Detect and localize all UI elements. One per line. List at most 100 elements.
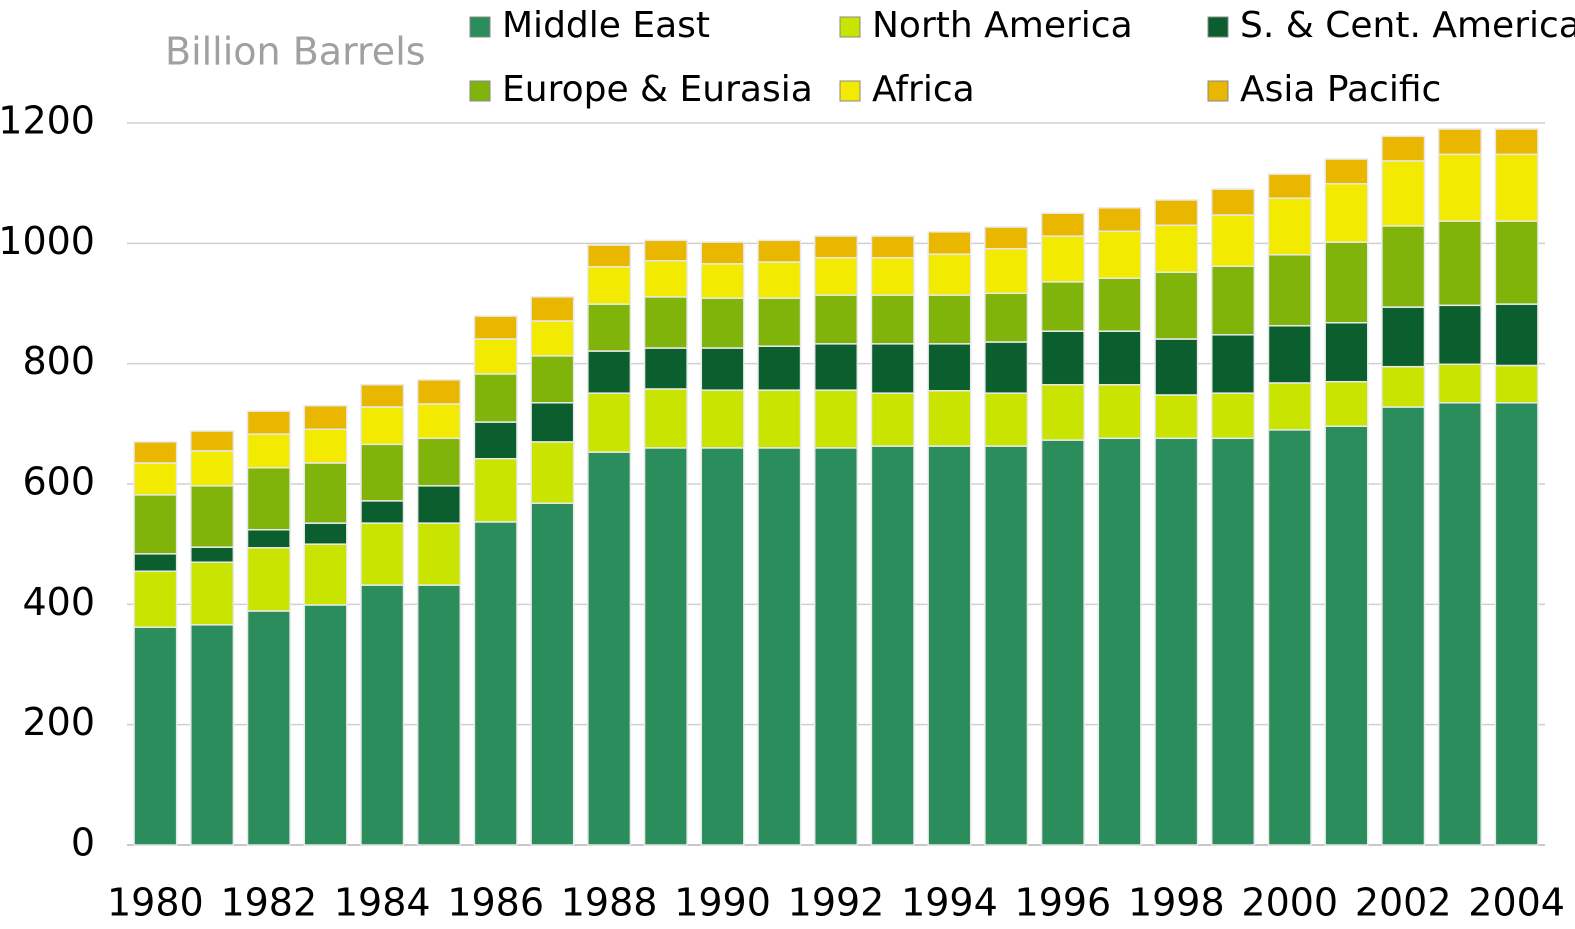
bar-segment [246,467,291,531]
bar-segment [1211,188,1256,216]
bar-segment [1494,128,1539,156]
bar-segment [1040,330,1085,386]
bar-segment [587,266,632,305]
bar-segment [133,462,178,496]
bar-segment [984,247,1029,295]
bar-segment [813,343,859,391]
bar-segment [1097,330,1142,386]
bar-segment [927,294,972,345]
bar-segment [530,502,575,846]
bar-segment [1494,220,1539,305]
bar-segment [1324,241,1369,324]
legend-swatch [469,16,491,38]
bar-segment [700,447,745,846]
bar-segment [870,294,915,345]
bar-segment [246,433,291,469]
bar-segment [1324,380,1369,427]
bar-segment [813,235,859,259]
bar-segment [416,379,461,405]
bar-segment [1211,265,1256,336]
bar-segment [530,296,575,322]
x-tick-label: 1984 [334,881,431,925]
bar-segment [360,522,405,586]
bar-segment [303,522,348,545]
x-tick-label: 1996 [1015,881,1112,925]
legend-label: S. & Cent. America [1240,5,1575,46]
bar-segment [587,392,632,453]
bar-segment [870,257,915,296]
bar-segment [1381,365,1426,408]
bar-segment [1097,437,1142,846]
bar-segment [1154,271,1199,340]
bar-segment [1437,304,1482,366]
bar-segment [303,604,348,846]
bar-segment [1437,128,1482,156]
bar-segment [643,260,688,298]
bar-segment [416,485,461,524]
bar-segment [303,405,348,430]
bar-segment [927,231,972,255]
bar-segment [530,355,575,404]
bar-segment [303,543,348,606]
bar-segment [416,584,461,846]
bar-segment [1154,224,1199,273]
bar-segment [1040,212,1085,237]
bar-segment [813,447,859,846]
bar-segment [1097,383,1142,440]
bar-segment [1267,325,1312,384]
bar-segment [190,624,235,846]
bar-segment [870,445,915,846]
x-tick-label: 2002 [1355,881,1452,925]
bar-segment [643,347,688,390]
bar-segment [813,294,859,345]
legend-swatch [839,80,861,102]
bar-segment [927,389,972,447]
bar-segment [246,610,291,846]
bar-segment [587,244,632,268]
bar-segment [1324,425,1369,846]
bar-segment [1324,322,1369,383]
bar-segment [1381,306,1426,368]
legend-swatch [469,80,491,102]
x-tick-label: 1990 [674,881,771,925]
bar-segment [870,343,915,394]
bar-segment [360,443,405,502]
bar-segment [757,447,802,846]
bar-segment [1154,437,1199,846]
bar-segment [927,343,972,392]
bar-segment [416,522,461,586]
bar-segment [1437,220,1482,307]
bar-segment [1324,158,1369,185]
x-tick-label: 1982 [220,881,317,925]
bar-segment [643,447,688,846]
bar-segment [1154,394,1199,440]
bar-segment [587,350,632,394]
bar-segment [1267,382,1312,431]
bar-segment [1494,303,1539,367]
bar-segment [984,445,1029,846]
x-tick-label: 1986 [447,881,544,925]
bar-segment [1040,439,1085,846]
bar-segment [700,389,745,449]
bar-segment [1381,135,1426,162]
bar-segment [1381,160,1426,227]
bar-segment [1494,364,1539,404]
legend-label: Middle East [502,5,710,46]
y-tick-label: 800 [22,339,95,383]
bar-segment [1381,225,1426,308]
y-tick-label: 600 [22,460,95,504]
legend-label: North America [872,5,1133,46]
bar-segment [530,402,575,443]
y-tick-label: 200 [22,700,95,744]
bar-segment [757,239,802,263]
bar-segment [643,388,688,449]
bar-segment [1437,402,1482,846]
bar-segment [473,457,518,523]
bar-segment [473,315,518,340]
bar-segment [1211,437,1256,846]
bar-segment [246,528,291,549]
bar-segment [700,347,745,391]
bar-segment [473,338,518,375]
legend-label: Europe & Eurasia [502,69,813,110]
